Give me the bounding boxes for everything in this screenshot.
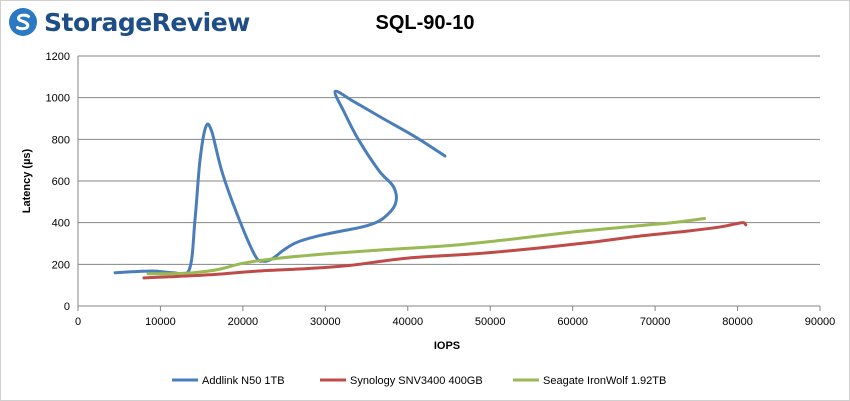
x-tick-label: 80000 [722,316,753,328]
x-tick-label: 40000 [392,316,423,328]
y-tick-label: 800 [52,134,70,146]
y-tick-label: 0 [64,301,70,313]
y-tick-label: 400 [52,218,70,230]
storagereview-logo-icon [9,8,37,36]
y-tick-label: 600 [52,176,70,188]
brand-name: StorageReview [44,7,250,37]
x-tick-label: 60000 [557,316,588,328]
y-tick-label: 200 [52,259,70,271]
gridlines [78,55,820,265]
brand-logo: StorageReview [8,4,250,40]
x-axis-label: IOPS [434,340,460,352]
x-tick-label: 70000 [640,316,671,328]
x-tick-label: 20000 [228,316,259,328]
legend: Addlink N50 1TB Synology SNV3400 400GB Sea… [172,375,666,387]
y-tick-label: 1200 [46,51,70,63]
x-tick-label: 10000 [145,316,176,328]
x-tick-label: 30000 [310,316,341,328]
x-tick-label: 0 [75,316,81,328]
series-line-2 [142,221,748,280]
legend-label: Addlink N50 1TB [202,375,285,387]
series-line-1 [113,89,447,276]
y-tick-labels: 0 200 400 600 800 1000 1200 [46,51,70,313]
x-tick-label: 50000 [475,316,506,328]
x-tick-labels: 0 10000 20000 30000 40000 50000 60000 70000 8000… [75,316,835,328]
series-line-3 [146,217,707,276]
y-tick-label: 1000 [46,93,70,105]
axes [77,56,821,311]
legend-label: Synology SNV3400 400GB [350,375,483,387]
series-lines [113,89,748,280]
legend-label: Seagate IronWolf 1.92TB [543,375,666,387]
x-tick-label: 90000 [805,316,836,328]
chart-title: SQL-90-10 [375,12,475,34]
y-axis-label: Latency (µs) [21,148,33,213]
